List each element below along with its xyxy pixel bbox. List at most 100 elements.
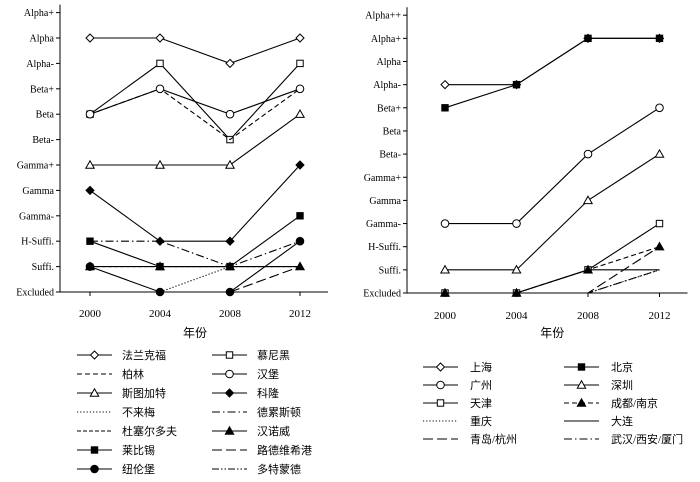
legend-label: 法兰克福 [122, 348, 166, 362]
y-tick-label: Beta+ [30, 84, 54, 95]
data-point [512, 80, 521, 89]
data-point [655, 34, 664, 43]
data-point [156, 262, 164, 271]
legend-label: 上海 [470, 360, 492, 374]
series-line [445, 223, 660, 294]
y-tick-label: Gamma- [19, 211, 54, 222]
data-point [225, 287, 235, 297]
legend-marker [225, 351, 234, 359]
data-point [654, 148, 665, 158]
x-axis-title: 年份 [540, 326, 564, 340]
y-tick-label: Excluded [16, 288, 54, 299]
series-line [445, 153, 660, 271]
legend-marker [224, 425, 235, 435]
legend-marker [224, 388, 235, 398]
data-point [226, 262, 234, 271]
germany-chart: Excluded Suffi. H-Suffi. Gamma- Gamma Gamma+ B… [16, 4, 328, 476]
data-point [295, 236, 305, 246]
data-point [156, 59, 164, 68]
x-tick-label: 2004 [506, 310, 529, 322]
legend-label: 柏林 [122, 367, 144, 381]
legend-label: 科隆 [257, 386, 279, 400]
legend-label: 慕尼黑 [257, 348, 290, 362]
x-tick-label: 2000 [79, 308, 102, 320]
legend-label: 大连 [611, 414, 633, 428]
y-tick-label: Alpha++ [365, 11, 401, 22]
x-tick-label: 2012 [289, 308, 311, 320]
data-point [154, 159, 166, 169]
y-tick-label: Alpha- [373, 80, 401, 91]
legend-marker [576, 379, 587, 389]
data-point [85, 262, 95, 271]
y-tick-label: Beta- [379, 150, 401, 161]
data-point [296, 59, 304, 68]
legend-label: 汉诺威 [257, 425, 290, 438]
series-line [445, 107, 660, 225]
x-axis-title: 年份 [183, 326, 207, 340]
legend-label: 北京 [611, 360, 633, 374]
legend-label: 纽伦堡 [122, 462, 155, 476]
data-point [440, 219, 450, 228]
data-point [225, 58, 235, 69]
x-tick-label: 2012 [649, 310, 671, 322]
legend-label: 斯图加特 [122, 386, 166, 400]
data-point [85, 109, 95, 119]
legend-marker [436, 380, 445, 390]
data-point [512, 219, 521, 228]
y-tick-label: Alpha+ [24, 8, 54, 19]
y-tick-label: Alpha- [26, 59, 54, 70]
data-point [655, 219, 664, 228]
legend-label: 路德维希港 [257, 443, 312, 457]
data-point [441, 104, 449, 112]
y-tick-label: Excluded [363, 289, 401, 300]
y-tick-label: Suffi. [32, 262, 54, 273]
series-line [90, 113, 301, 166]
legend-marker [577, 363, 586, 371]
legend-label: 武汉/西安/厦门 [611, 432, 683, 446]
y-tick-label: Gamma [22, 186, 54, 197]
y-tick-label: H-Suffi. [21, 237, 54, 248]
legend-label: 汉堡 [257, 367, 279, 381]
y-tick-label: Alpha+ [371, 34, 401, 45]
x-tick-label: 2000 [434, 310, 457, 322]
data-point [84, 159, 96, 169]
y-tick-label: Beta [383, 126, 402, 137]
data-point [155, 33, 165, 43]
series-line [89, 215, 301, 268]
legend-marker [225, 369, 234, 379]
legend-marker [89, 387, 100, 397]
legend-marker [90, 464, 99, 474]
data-point [85, 33, 95, 43]
data-point [582, 195, 594, 205]
y-tick-label: Alpha [30, 34, 55, 45]
legend-marker [89, 350, 100, 360]
legend-marker [435, 362, 446, 372]
data-point [439, 264, 451, 274]
legend-marker [436, 399, 445, 407]
legend-label: 青岛/杭州 [470, 432, 517, 446]
legend-label: 广州 [470, 379, 492, 392]
x-tick-label: 2008 [577, 310, 600, 322]
data-point [511, 264, 522, 274]
data-point [224, 159, 236, 169]
series-line [445, 269, 660, 294]
x-tick-label: 2008 [219, 308, 242, 320]
y-tick-label: Gamma+ [17, 161, 55, 172]
y-tick-label: Beta [36, 110, 55, 121]
legend-label: 不来梅 [122, 405, 155, 419]
legend-label: 德累斯顿 [257, 405, 301, 419]
data-point [295, 160, 305, 170]
series-line [90, 266, 300, 293]
data-point [583, 149, 593, 159]
y-tick-label: Gamma- [366, 219, 401, 230]
data-point [294, 108, 306, 118]
legend-marker [576, 397, 587, 407]
series-line [90, 266, 301, 293]
data-point [440, 79, 450, 90]
data-point [295, 84, 305, 94]
series-line [89, 88, 301, 141]
y-tick-label: Beta- [32, 135, 54, 146]
legend-label: 深圳 [611, 379, 633, 392]
legend-label: 多特蒙德 [257, 462, 301, 476]
